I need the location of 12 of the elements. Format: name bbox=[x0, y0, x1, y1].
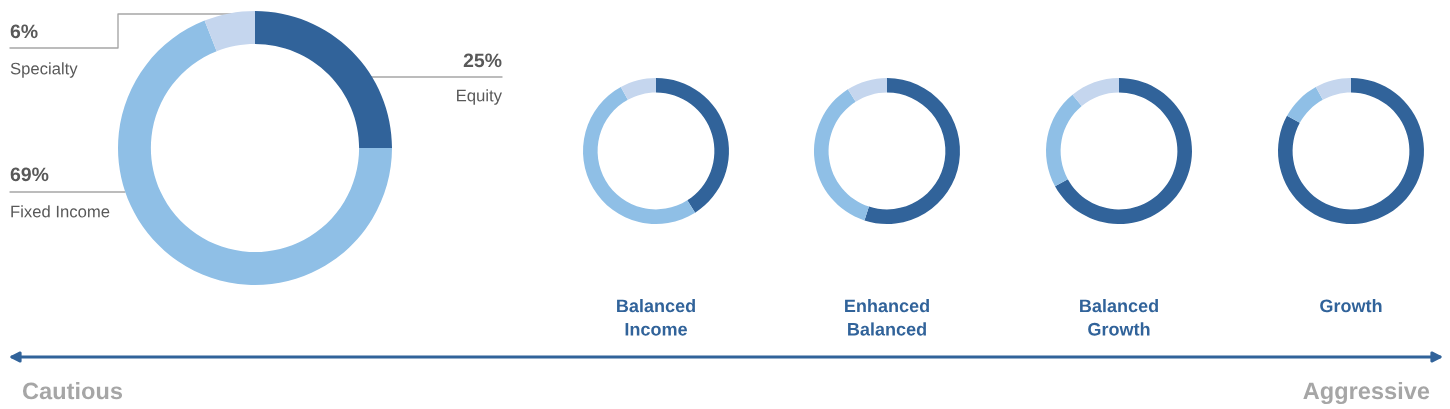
data-label: 69% bbox=[10, 167, 49, 182]
text: Aggressive bbox=[1303, 381, 1430, 405]
text: Enhanced Balanced bbox=[845, 299, 929, 336]
text: Growth bbox=[1320, 299, 1382, 313]
text: Cautious bbox=[22, 381, 123, 400]
text: Balanced Income bbox=[617, 299, 695, 336]
data-label: 25% bbox=[463, 53, 502, 68]
slice-label: Equity bbox=[457, 89, 502, 105]
slice-label: Specialty bbox=[10, 62, 78, 78]
slice-label: Fixed Income bbox=[11, 205, 110, 218]
text: Balanced Growth bbox=[1080, 299, 1158, 336]
data-label: 6% bbox=[10, 24, 38, 39]
